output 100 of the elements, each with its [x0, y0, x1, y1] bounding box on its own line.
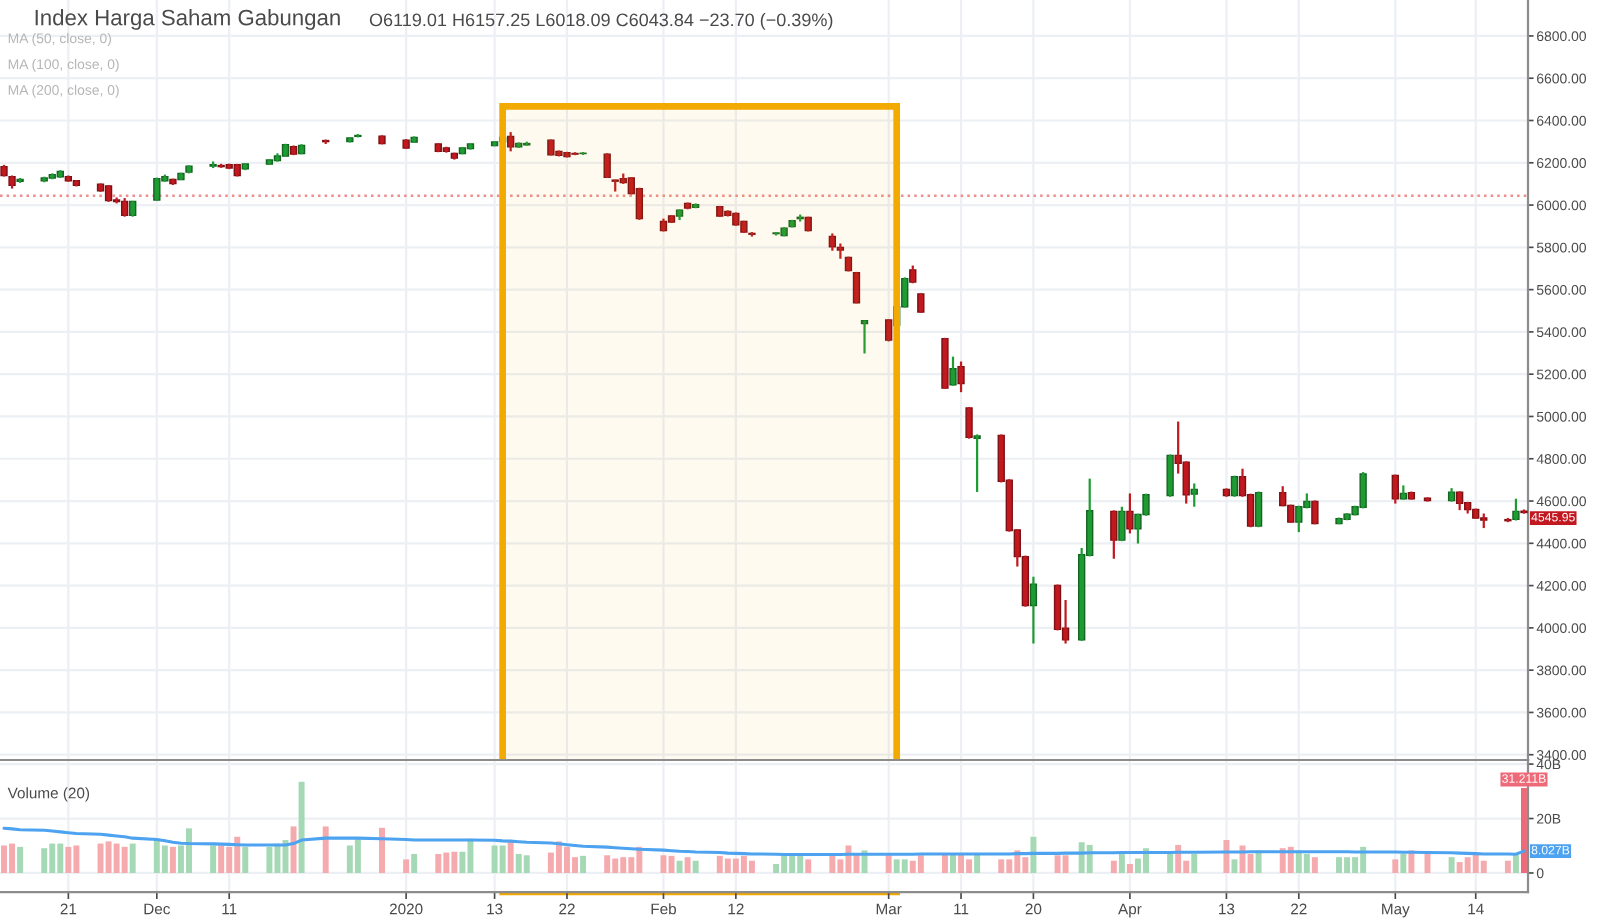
bar [917, 855, 924, 873]
bar [274, 843, 281, 873]
bar [829, 855, 836, 873]
bar [1191, 853, 1198, 873]
chart-title: Index Harga Saham Gabungan [35, 9, 340, 30]
bar [322, 826, 329, 873]
candlestick [611, 178, 619, 193]
bar [901, 859, 908, 873]
bar [1054, 855, 1061, 873]
bar [966, 859, 973, 873]
bar [620, 857, 627, 873]
bar [1110, 860, 1117, 873]
candlestick [297, 143, 306, 156]
bar [998, 859, 1005, 873]
bar [242, 846, 249, 873]
bar [732, 858, 739, 873]
candlestick [56, 169, 64, 180]
bar [612, 858, 619, 873]
bar [1424, 852, 1431, 873]
bar [676, 860, 683, 873]
bar [1022, 857, 1029, 873]
candlestick [772, 231, 780, 237]
bar [724, 858, 731, 873]
bar [49, 843, 56, 873]
bar [129, 843, 136, 873]
bar [298, 781, 305, 873]
bar [290, 826, 297, 873]
candlestick [691, 202, 700, 210]
candlestick [603, 152, 611, 180]
bar [266, 846, 273, 873]
candlestick [917, 292, 925, 314]
bar [1400, 853, 1407, 873]
candlestick [378, 134, 386, 146]
bar [950, 853, 956, 873]
bar [121, 846, 128, 873]
bar [499, 845, 506, 873]
candlestick [72, 179, 81, 188]
annotation: O6119.01 H6157.25 L6018.09 C6043.84 −23.70 (−0.39%) [369, 13, 833, 30]
bar [1504, 860, 1511, 873]
bar [660, 855, 667, 873]
bar [507, 841, 514, 873]
line-series [2, 826, 1526, 856]
bar [523, 855, 530, 873]
bar [893, 859, 900, 873]
candlestick [402, 138, 410, 151]
bar [1464, 857, 1471, 873]
candlestick [281, 142, 290, 158]
bar [1392, 859, 1399, 873]
candlestick [16, 176, 24, 184]
bar [773, 864, 780, 873]
bar [113, 843, 120, 873]
candlestick [346, 136, 354, 144]
candlestick [941, 336, 949, 391]
bar [1472, 853, 1479, 873]
bar [1247, 853, 1254, 873]
candlestick [1222, 487, 1231, 498]
bar [716, 855, 723, 873]
candlestick [104, 183, 113, 203]
bar [451, 851, 458, 873]
bar [17, 846, 24, 873]
bar [1062, 855, 1069, 873]
bar [443, 852, 450, 873]
bar [161, 845, 168, 873]
bar [974, 853, 981, 873]
bar [491, 845, 498, 873]
bar [1118, 853, 1125, 873]
candlestick [129, 199, 137, 218]
bar [1030, 836, 1037, 873]
bar [186, 828, 192, 873]
candlestick [732, 211, 740, 227]
bar [1311, 857, 1318, 873]
bar [563, 846, 570, 873]
bar [748, 860, 755, 873]
candlestick [490, 140, 499, 148]
candlestick [973, 433, 981, 494]
candlestick [466, 142, 475, 151]
bar [1231, 859, 1238, 873]
candlestick [1311, 499, 1319, 526]
bar [57, 843, 64, 873]
bar [515, 853, 522, 873]
bar [346, 845, 353, 873]
bar [555, 841, 562, 873]
bar [153, 838, 160, 873]
bar [403, 859, 410, 873]
bar [909, 860, 916, 873]
bar [885, 855, 892, 873]
candlestick [1423, 496, 1432, 503]
bar [210, 845, 217, 873]
bar [805, 859, 812, 873]
bar [781, 855, 788, 873]
bar [1303, 853, 1310, 873]
candlestick [1166, 453, 1174, 498]
bar [1336, 857, 1342, 873]
candlestick [1407, 490, 1416, 501]
bar [684, 857, 691, 873]
candlestick [265, 157, 274, 167]
bar [354, 838, 361, 873]
bar [105, 841, 112, 873]
bar [1126, 864, 1133, 873]
bar [41, 848, 48, 873]
